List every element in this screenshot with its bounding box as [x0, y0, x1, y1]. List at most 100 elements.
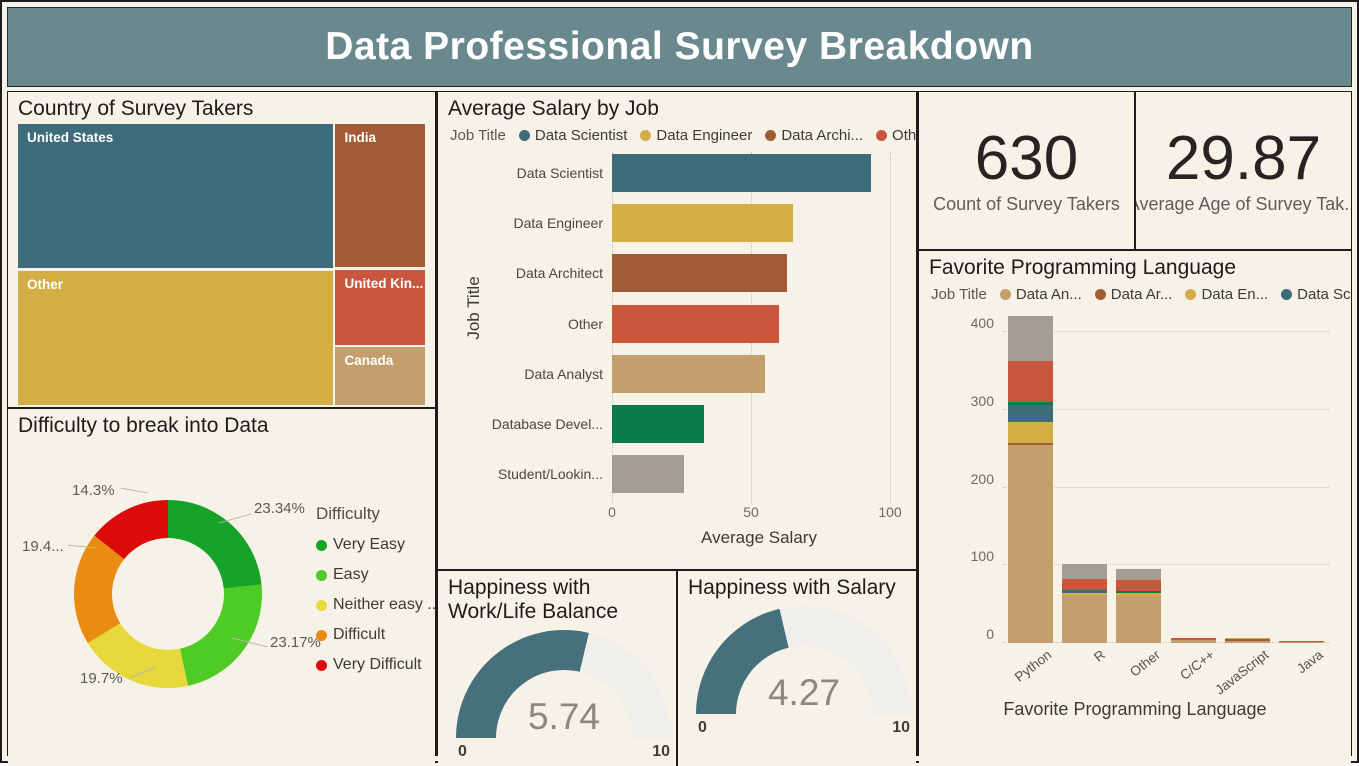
difficulty-donut[interactable] — [74, 500, 262, 688]
legend-item-label: Other — [892, 127, 916, 144]
stacked-bar[interactable] — [1170, 313, 1216, 643]
dashboard-body: Country of Survey Takers United States Ot… — [7, 91, 1352, 766]
salary-bar[interactable] — [612, 405, 704, 444]
legend-item[interactable]: Data Ar... — [1094, 286, 1173, 303]
stacked-bar[interactable] — [1007, 313, 1053, 643]
stacked-bar-segment[interactable] — [1007, 361, 1053, 402]
salary-category-label: Data Engineer — [513, 215, 603, 232]
y-tick-label: 400 — [970, 315, 994, 332]
gauge-worklife-panel: Happiness with Work/Life Balance 5.74 0 … — [438, 571, 676, 766]
legend-item[interactable]: Difficult — [316, 626, 435, 644]
stacked-bar-segment[interactable] — [1279, 641, 1325, 643]
stacked-bar-segment[interactable] — [1007, 404, 1053, 422]
treemap-node-label: Other — [27, 276, 64, 292]
legend-item[interactable]: Other — [876, 127, 916, 144]
legend-item[interactable]: Data Sci... — [1281, 286, 1351, 303]
legend-item-label: Neither easy ... — [333, 596, 435, 613]
legend-item-label: Data En... — [1201, 286, 1269, 303]
legend-item[interactable]: Data Archi... — [765, 127, 863, 144]
stacked-bar[interactable] — [1279, 313, 1325, 643]
legend-item-label: Data Ar... — [1110, 286, 1173, 303]
x-category-label: JavaScript — [1212, 643, 1271, 699]
legend-item-label: Data Sci... — [1297, 286, 1351, 303]
stacked-bar-segment[interactable] — [1116, 596, 1162, 643]
stacked-bar-segment[interactable] — [1279, 642, 1325, 643]
gauge-min-label: 0 — [698, 719, 707, 737]
legend-dot-icon — [1094, 289, 1106, 300]
stacked-bar-segment[interactable] — [1007, 316, 1053, 362]
legend-title: Job Title — [931, 286, 987, 303]
language-plot: 0 100 200 300 400 — [971, 313, 1329, 643]
stacked-bar-segment[interactable] — [1007, 443, 1053, 445]
language-xlabels: Python R Other C/C++ JavaScript Java — [1003, 643, 1329, 699]
dashboard-header: Data Professional Survey Breakdown — [7, 7, 1352, 87]
salary-bar-row: Database Devel... — [492, 399, 890, 449]
card-value: 630 — [974, 124, 1079, 194]
stacked-bar-segment[interactable] — [1061, 594, 1107, 643]
gridline — [1003, 642, 1329, 643]
y-tick-label: 100 — [970, 548, 994, 565]
salary-bar[interactable] — [612, 154, 871, 193]
stacked-bar-segment[interactable] — [1116, 569, 1162, 581]
language-chart-panel: Favorite Programming Language Job Title … — [919, 251, 1351, 766]
stacked-bar-segment[interactable] — [1170, 637, 1216, 640]
salary-bar[interactable] — [612, 455, 685, 494]
x-axis-title: Average Salary — [701, 528, 817, 547]
x-category-label-text: Python — [1011, 647, 1054, 685]
legend-dot-icon — [640, 130, 652, 141]
stacked-bar-segment[interactable] — [1116, 591, 1162, 593]
stacked-bar-segment[interactable] — [1007, 401, 1053, 405]
y-tick-label: 200 — [970, 470, 994, 487]
language-legend-items: Data An... Data Ar... Data En... Data Sci..… — [999, 286, 1351, 303]
stacked-bar-segment[interactable] — [1061, 593, 1107, 595]
salary-bar-row: Data Scientist — [517, 148, 890, 198]
stacked-bar-segment[interactable] — [1224, 639, 1270, 641]
legend-item[interactable]: Data Engineer — [640, 127, 752, 144]
stacked-bar[interactable] — [1061, 313, 1107, 643]
gauge-max-label: 10 — [652, 743, 670, 761]
salary-bar[interactable] — [612, 204, 793, 243]
difficulty-legend-items: Very Easy Easy Neither easy ... Difficult Ve… — [316, 536, 435, 674]
stacked-bar-segment[interactable] — [1170, 639, 1216, 643]
x-tick-label: 100 — [878, 504, 902, 520]
legend-item[interactable]: Neither easy ... — [316, 596, 435, 614]
gridline — [1003, 409, 1329, 411]
legend-item[interactable]: Easy — [316, 566, 435, 584]
stacked-bar-segment[interactable] — [1116, 592, 1162, 597]
stacked-bar-segment[interactable] — [1224, 638, 1270, 640]
salary-bar[interactable] — [612, 304, 779, 343]
stacked-bar-segment[interactable] — [1007, 445, 1053, 643]
treemap-node[interactable]: Other — [18, 270, 334, 405]
salary-bar[interactable] — [612, 254, 788, 293]
x-category-label: Python — [1008, 643, 1054, 699]
legend-item[interactable]: Data An... — [999, 286, 1082, 303]
country-treemap: United States Other India United Kin... Cana… — [18, 124, 425, 405]
stacked-bar[interactable] — [1224, 313, 1270, 643]
salary-bar[interactable] — [612, 354, 765, 393]
stacked-bar-segment[interactable] — [1116, 580, 1162, 591]
stacked-bar-segment[interactable] — [1007, 421, 1053, 444]
legend-dot-icon — [1185, 289, 1197, 300]
legend-item-label: Difficult — [333, 626, 386, 643]
legend-dot-icon — [765, 130, 777, 141]
salary-bar-row: Student/Lookin... — [498, 449, 890, 499]
stacked-bar-segment[interactable] — [1224, 640, 1270, 643]
legend-item-label: Data Archi... — [781, 127, 864, 144]
legend-item[interactable]: Very Difficult — [316, 656, 435, 674]
difficulty-donut-panel: Difficulty to break into Data 23.34% 23.1… — [8, 409, 435, 766]
stacked-bar-segment[interactable] — [1061, 590, 1107, 594]
legend-item[interactable]: Data Scientist — [518, 127, 627, 144]
treemap-node[interactable]: India — [335, 124, 425, 268]
salary-bar-row: Data Engineer — [513, 198, 890, 248]
treemap-node[interactable]: United Kin... — [335, 269, 425, 346]
treemap-node[interactable]: United States — [18, 124, 334, 269]
x-tick-label: 0 — [608, 504, 616, 520]
stacked-bar-segment[interactable] — [1061, 579, 1107, 591]
gauge-axis-labels: 0 10 — [696, 719, 912, 737]
stacked-bar[interactable] — [1116, 313, 1162, 643]
legend-item[interactable]: Data En... — [1185, 286, 1268, 303]
gauge-worklife: 5.74 0 10 — [456, 630, 672, 761]
treemap-node[interactable]: Canada — [335, 347, 425, 405]
stacked-bar-segment[interactable] — [1061, 563, 1107, 580]
legend-item[interactable]: Very Easy — [316, 536, 435, 554]
